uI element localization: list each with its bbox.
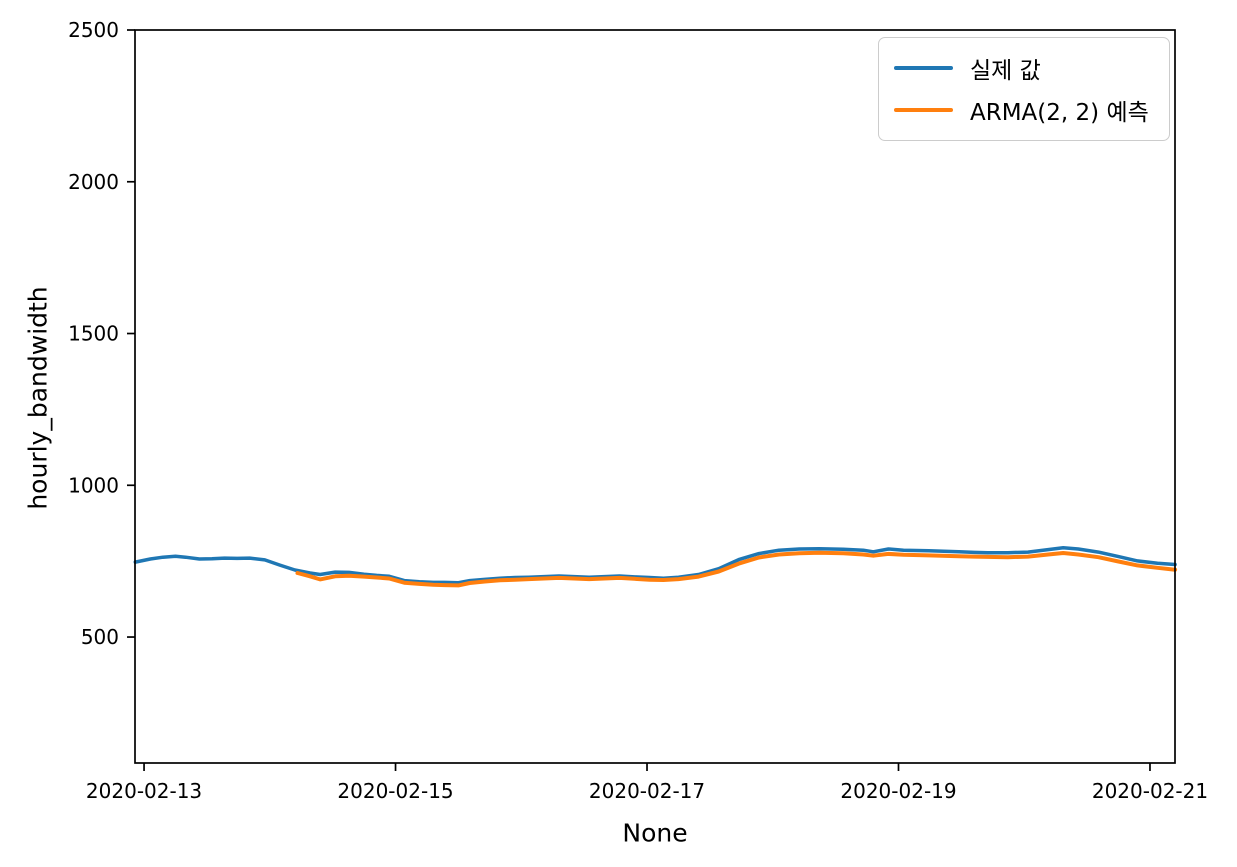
- legend-label-forecast: ARMA(2, 2) 예측: [970, 100, 1149, 126]
- y-tick-label: 1500: [68, 322, 119, 346]
- legend-line-sample-actual: [894, 66, 953, 70]
- legend: 실제 값 ARMA(2, 2) 예측: [878, 37, 1170, 141]
- y-tick-label: 500: [81, 625, 119, 649]
- legend-entry-forecast: ARMA(2, 2) 예측: [894, 89, 1149, 131]
- series-forecast-line: [295, 550, 1178, 588]
- legend-label-actual: 실제 값: [970, 58, 1041, 84]
- x-tick-label: 2020-02-13: [86, 779, 202, 803]
- x-tick-label: 2020-02-19: [840, 779, 956, 803]
- series-actual-line: [133, 546, 1177, 585]
- legend-line-sample-forecast: [894, 108, 953, 112]
- y-tick-label: 2500: [68, 18, 119, 42]
- legend-entry-actual: 실제 값: [894, 47, 1149, 89]
- plot-area-border: [134, 29, 1176, 764]
- x-axis-title: None: [622, 818, 688, 848]
- x-tick-label: 2020-02-17: [589, 779, 705, 803]
- x-tick-label: 2020-02-15: [337, 779, 453, 803]
- y-tick-label: 1000: [68, 473, 119, 497]
- x-tick-label: 2020-02-21: [1092, 779, 1208, 803]
- y-tick-label: 2000: [68, 170, 119, 194]
- y-axis-title: hourly_bandwidth: [23, 286, 53, 510]
